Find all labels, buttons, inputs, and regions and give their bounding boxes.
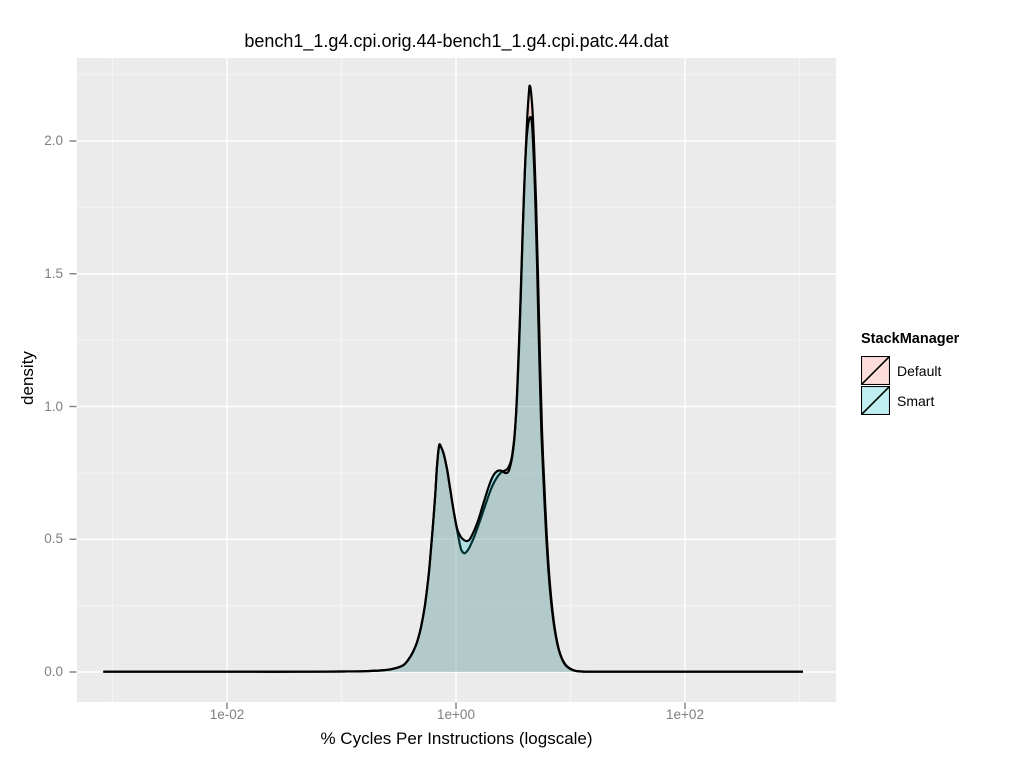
y-tick-label: 1.5 [44, 265, 63, 281]
legend-label-default: Default [897, 362, 942, 379]
y-tick-label: 0.0 [44, 664, 63, 679]
density-line-smart [103, 115, 803, 673]
legend-item-smart: Smart [861, 386, 959, 415]
x-tick-label: 1e+00 [437, 707, 475, 722]
density-area-default [103, 85, 803, 672]
legend: StackManager Default Smart [861, 331, 959, 415]
x-tick-label: 1e-02 [209, 707, 245, 722]
legend-title: StackManager [861, 331, 960, 347]
x-axis-title: % Cycles Per Instructions (logscale) [320, 729, 593, 748]
x-tick-label: 1e+02 [666, 707, 704, 722]
chart-title: bench1_1.g4.cpi.orig.44-bench1_1.g4.cpi.… [244, 31, 669, 51]
density-area-smart [103, 117, 803, 672]
y-tick-label: 2.0 [44, 133, 63, 148]
legend-key-default-swatch [861, 356, 890, 385]
legend-item-default: Default [861, 356, 959, 385]
y-tick-label: 0.5 [44, 531, 63, 547]
y-tick-label: 1.0 [44, 398, 63, 414]
legend-label-smart: Smart [897, 392, 935, 409]
y-axis-title: density [18, 351, 37, 405]
legend-key-smart-swatch [861, 386, 890, 415]
